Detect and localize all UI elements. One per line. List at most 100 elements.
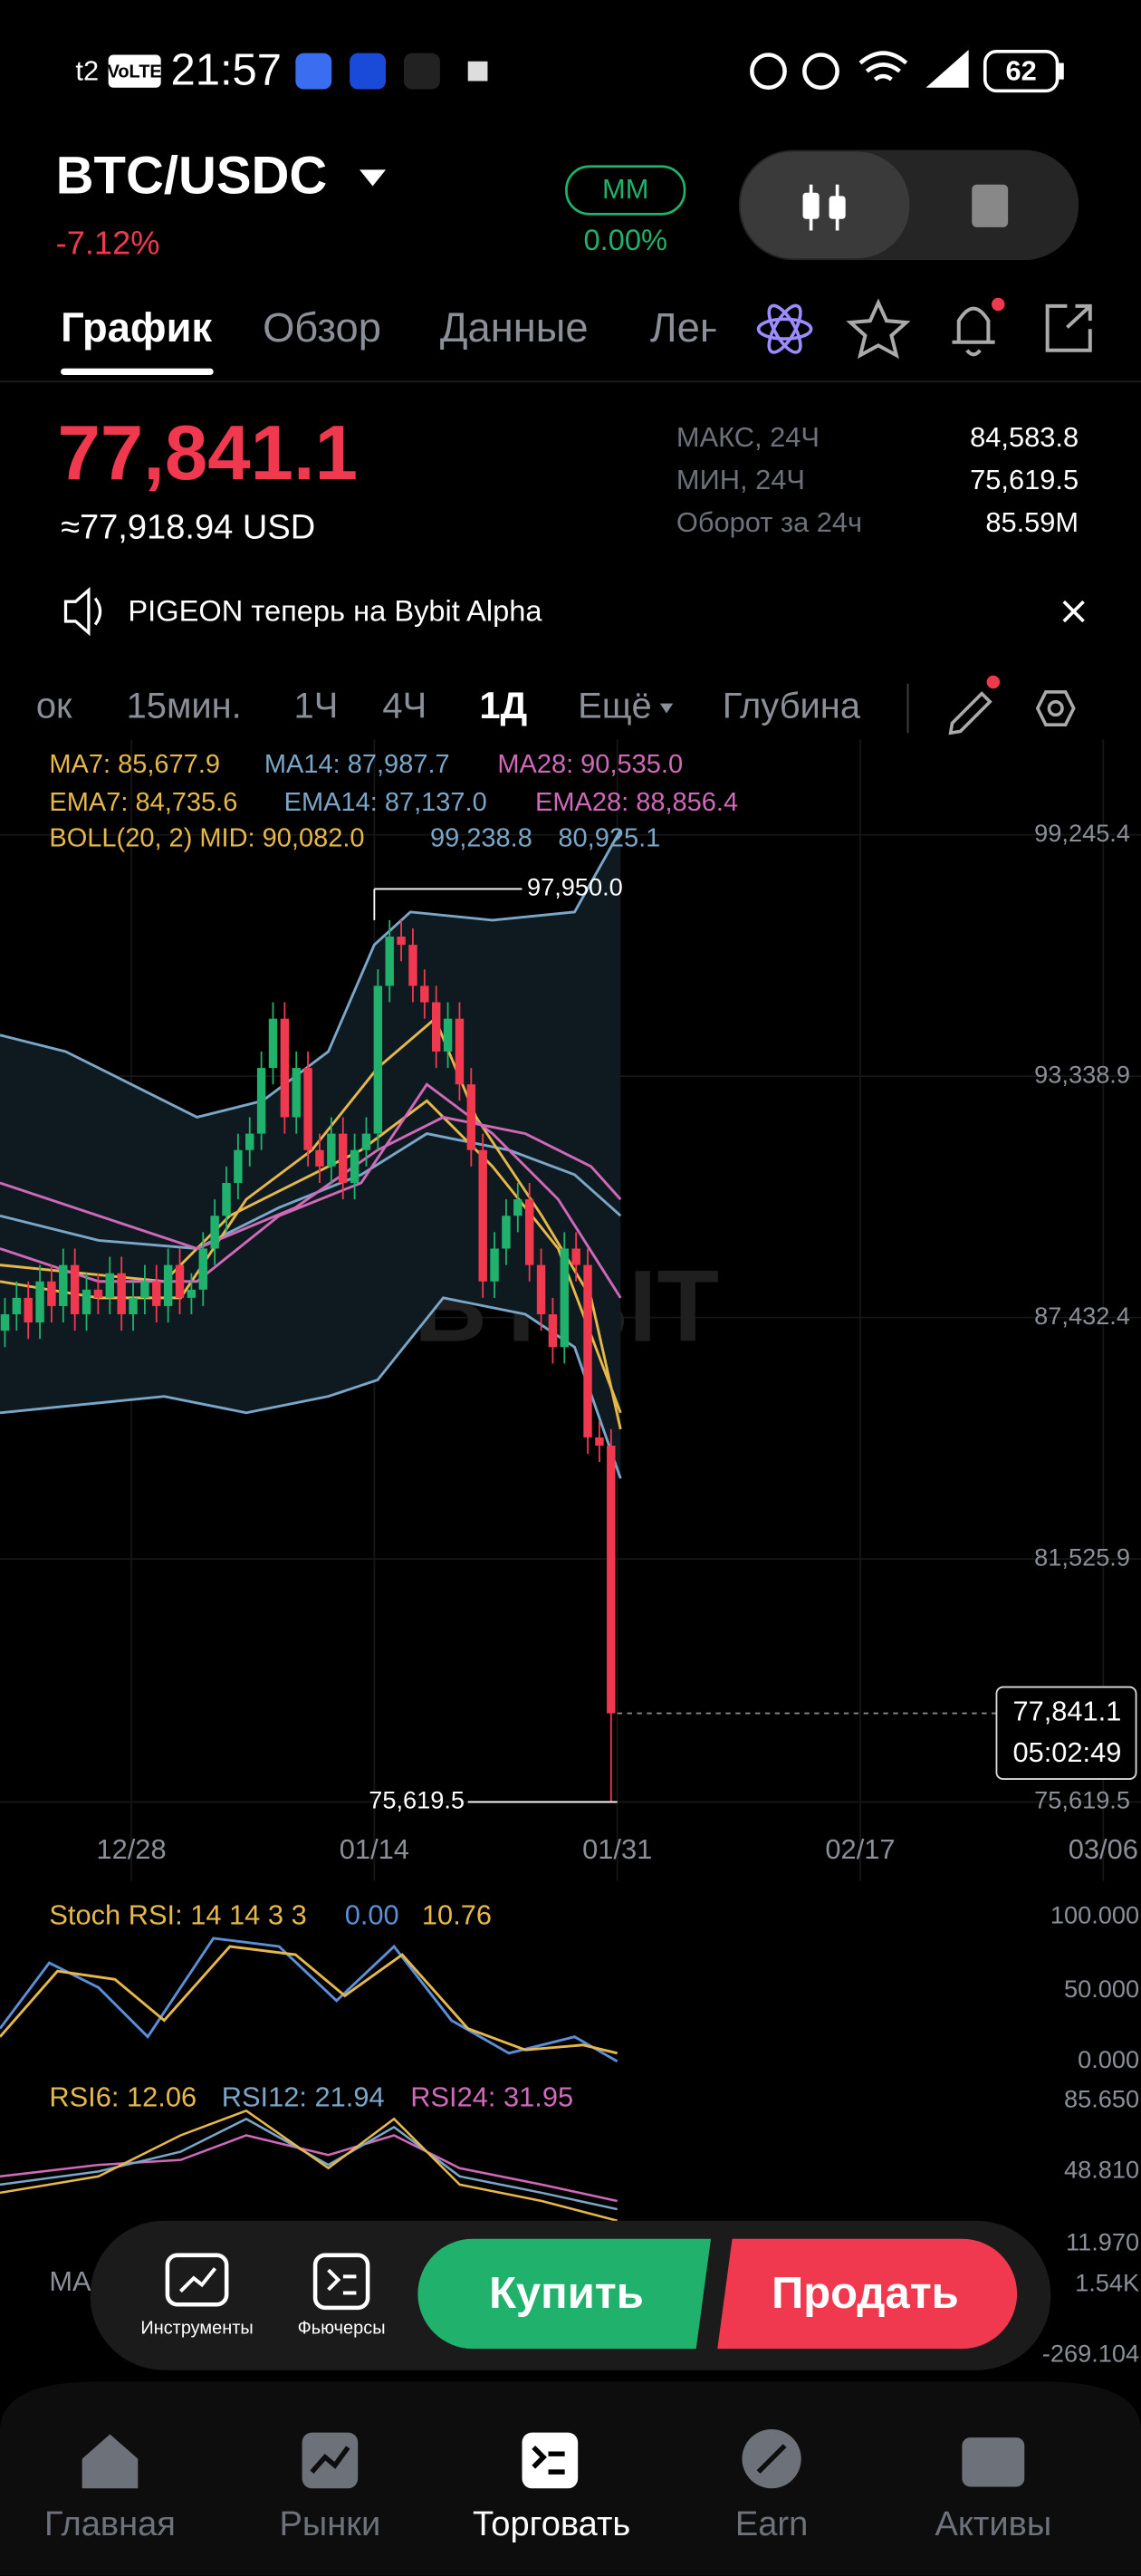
nav-label[interactable]: Главная (44, 2505, 176, 2543)
candle-body (256, 1068, 266, 1134)
interval[interactable]: 4Ч (382, 687, 427, 726)
mm-pill[interactable] (565, 165, 686, 216)
announcement[interactable]: PIGEON теперь на Bybit Alpha (128, 594, 542, 628)
candle-body (502, 1216, 511, 1249)
stoch-label: Stoch RSI: 14 14 3 3 (49, 1899, 306, 1931)
current-price: 77,841.1 (1012, 1696, 1121, 1727)
volte-badge (108, 54, 161, 88)
candle-body (47, 1281, 56, 1306)
candle-body (490, 1248, 499, 1282)
interval[interactable]: 15мин. (127, 687, 242, 726)
macd-axis: -269.104 (1042, 2340, 1139, 2368)
stat-value: 75,619.5 (970, 464, 1079, 495)
candle-body (536, 1264, 546, 1315)
candle-body (361, 1133, 371, 1150)
buy-button[interactable] (417, 2238, 712, 2350)
tab[interactable]: Данные (440, 304, 589, 351)
candle-body (466, 1084, 476, 1150)
date-axis-label: 01/14 (340, 1833, 409, 1865)
nav-label-active[interactable]: Торговать (473, 2505, 630, 2543)
assets-icon[interactable] (962, 2437, 1025, 2487)
candle-body (140, 1281, 149, 1298)
candle-body (548, 1314, 558, 1348)
futures-label[interactable]: Фьючерсы (298, 2319, 386, 2339)
boll-label: BOLL(20, 2) MID: 90,082.0 (49, 824, 364, 853)
alert-dot (992, 297, 1005, 312)
carrier: t2 (75, 55, 99, 87)
candle-body (443, 1018, 453, 1052)
tab[interactable]: Обзор (263, 304, 381, 351)
candle-body (245, 1133, 254, 1150)
candle-body (0, 1314, 10, 1331)
price-axis-label: 87,432.4 (1034, 1302, 1130, 1330)
low-marker: 75,619.5 (369, 1786, 465, 1814)
stat-label: Оборот за 24ч (676, 506, 862, 538)
tab[interactable]: График (61, 304, 212, 351)
candle-body (93, 1289, 103, 1298)
tools-label[interactable]: Инструменты (140, 2319, 253, 2339)
ma-label: MA28: 90,535.0 (497, 750, 683, 779)
candle-body (222, 1182, 231, 1216)
close-announcement[interactable] (1062, 600, 1085, 623)
candle-body (571, 1248, 580, 1265)
indicator-legend: MA7: 85,677.9 MA14: 87,987.7 MA28: 90,53… (49, 750, 738, 853)
ai-icon[interactable] (756, 302, 813, 357)
countdown: 05:02:49 (1012, 1736, 1121, 1768)
buy-label[interactable]: Купить (489, 2269, 644, 2318)
alerts[interactable] (952, 306, 995, 357)
draw-tool[interactable] (948, 691, 992, 735)
candles (0, 919, 616, 1802)
tools-icon (179, 2267, 217, 2293)
nav-label[interactable]: Earn (735, 2505, 808, 2543)
current-price-box (995, 1686, 1137, 1780)
futures-icon[interactable] (312, 2253, 370, 2311)
home-icon[interactable] (82, 2434, 139, 2489)
candle-body (315, 1149, 324, 1167)
more-caret (659, 703, 674, 714)
interval[interactable]: 1Ч (294, 687, 339, 726)
boll-fill (0, 830, 621, 1479)
trade-icon[interactable] (522, 2432, 579, 2489)
view-toggle-active[interactable] (740, 151, 910, 259)
interval[interactable]: ок (36, 687, 72, 726)
stat-label: МИН, 24Ч (676, 464, 805, 495)
stoch-line (0, 1937, 618, 2063)
usd-price: ≈77,918.94 USD (61, 508, 315, 546)
nav-label[interactable]: Активы (935, 2505, 1051, 2543)
rsi-axis: 48.810 (1064, 2156, 1139, 2184)
rsi-line (0, 2117, 618, 2211)
battery-tip (1059, 62, 1064, 80)
pair-dropdown[interactable] (360, 169, 387, 187)
stat-value: 84,583.8 (970, 421, 1079, 453)
volte: VoLTE (108, 62, 162, 82)
share[interactable] (1045, 303, 1092, 352)
favorite[interactable] (846, 298, 911, 360)
candle-body (24, 1297, 33, 1323)
sell-label[interactable]: Продать (772, 2269, 959, 2318)
pair[interactable]: BTC/USDC (56, 147, 328, 206)
tab[interactable]: Лен (650, 304, 723, 351)
interval[interactable]: Глубина (723, 687, 861, 726)
clock: 21:57 (171, 45, 282, 94)
mm-value: 0.00% (583, 223, 667, 256)
candle-body (198, 1248, 207, 1290)
boll-label: 80,925.1 (558, 824, 660, 853)
settings[interactable] (1035, 690, 1076, 726)
stoch-axis: 100.000 (1050, 1901, 1139, 1929)
macd-axis: 1.54K (1075, 2269, 1139, 2297)
trade-icon (972, 184, 1009, 227)
nav-label[interactable]: Рынки (280, 2505, 381, 2543)
ema-label: EMA14: 87,137.0 (284, 788, 487, 817)
tools-icon[interactable] (165, 2253, 229, 2307)
date-axis-label: 02/17 (825, 1833, 895, 1865)
battery (983, 50, 1060, 93)
rsi-line (0, 2109, 618, 2222)
interval[interactable]: Ещё (578, 687, 652, 726)
stoch-k: 0.00 (345, 1899, 399, 1931)
interval-active[interactable]: 1Д (479, 684, 527, 726)
sell-button[interactable] (717, 2238, 1018, 2350)
candle-body (513, 1199, 523, 1216)
date-axis-label: 03/06 (1069, 1833, 1138, 1865)
ema-label: EMA28: 88,856.4 (535, 788, 738, 817)
